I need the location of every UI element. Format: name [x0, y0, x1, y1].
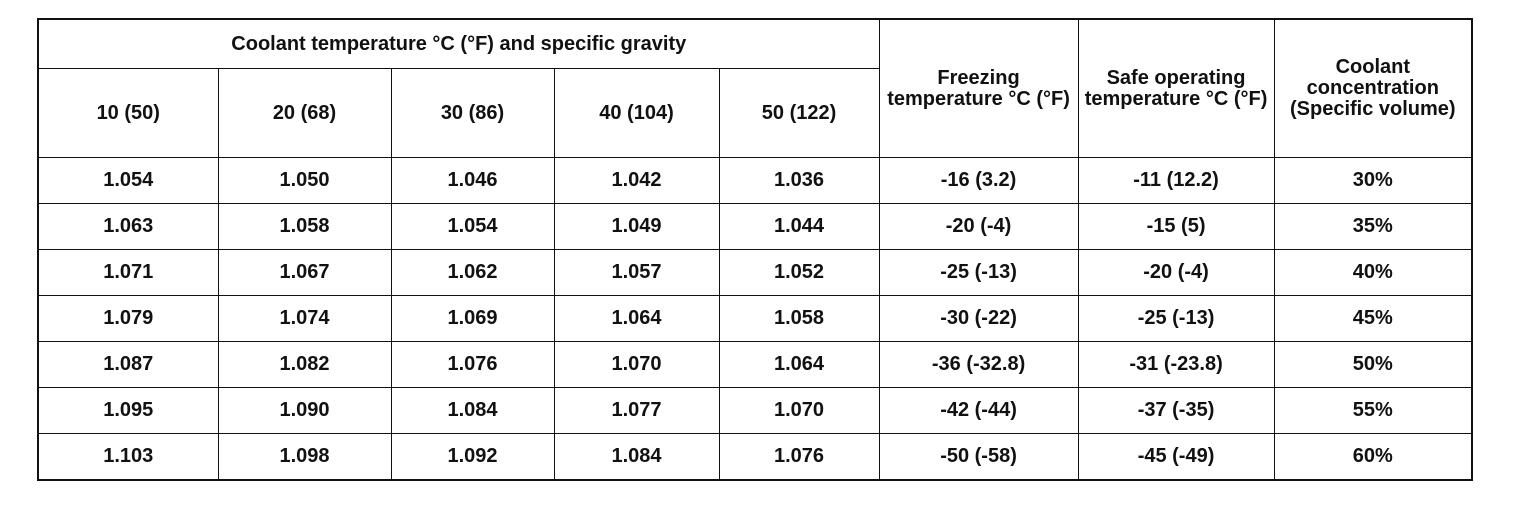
table-cell: 1.064: [718, 341, 880, 388]
table-cell: 1.052: [718, 249, 880, 296]
table-cell: 35%: [1273, 203, 1473, 250]
table-cell: -45 (-49): [1077, 433, 1275, 481]
table-cell: 1.070: [718, 387, 880, 434]
table-cell: 1.058: [718, 295, 880, 342]
table-cell: 1.049: [553, 203, 720, 250]
table-cell: 1.074: [217, 295, 392, 342]
coolant-table: Coolant temperature °C (°F) and specific…: [37, 18, 1474, 481]
column-header: 50 (122): [718, 68, 880, 158]
table-cell: -20 (-4): [878, 203, 1079, 250]
table-cell: 1.042: [553, 157, 720, 204]
table-cell: 50%: [1273, 341, 1473, 388]
table-cell: 1.036: [718, 157, 880, 204]
table-cell: 40%: [1273, 249, 1473, 296]
table-cell: 60%: [1273, 433, 1473, 481]
table-row: 1.095 1.090 1.084 1.077 1.070 -42 (-44) -37 (-…: [37, 387, 1473, 434]
table-cell: -25 (-13): [878, 249, 1079, 296]
table-cell: -30 (-22): [878, 295, 1079, 342]
table-cell: 1.054: [37, 157, 219, 204]
table-cell: -42 (-44): [878, 387, 1079, 434]
table-cell: 1.071: [37, 249, 219, 296]
table-cell: 1.044: [718, 203, 880, 250]
table-cell: 1.103: [37, 433, 219, 481]
table-cell: -31 (-23.8): [1077, 341, 1275, 388]
column-header: 10 (50): [37, 68, 219, 158]
table-cell: 1.084: [390, 387, 555, 434]
table-cell: -15 (5): [1077, 203, 1275, 250]
table-cell: 1.064: [553, 295, 720, 342]
table-cell: 1.050: [217, 157, 392, 204]
table-cell: 1.046: [390, 157, 555, 204]
side-header: Safe operating temperature °C (°F): [1077, 18, 1275, 158]
table-cell: 1.087: [37, 341, 219, 388]
table-cell: 1.084: [553, 433, 720, 481]
table-cell: 1.076: [390, 341, 555, 388]
table-cell: 55%: [1273, 387, 1473, 434]
table-cell: 45%: [1273, 295, 1473, 342]
table-row: 1.103 1.098 1.092 1.084 1.076 -50 (-58) -45 (-…: [37, 433, 1473, 481]
table-cell: 1.077: [553, 387, 720, 434]
table-row: 1.079 1.074 1.069 1.064 1.058 -30 (-22) -25 (-…: [37, 295, 1473, 342]
table-cell: 1.090: [217, 387, 392, 434]
table-cell: 1.095: [37, 387, 219, 434]
table-cell: -25 (-13): [1077, 295, 1275, 342]
side-header: Freezing temperature °C (°F): [878, 18, 1079, 158]
table-cell: 1.098: [217, 433, 392, 481]
table-cell: 30%: [1273, 157, 1473, 204]
table-row: 1.071 1.067 1.062 1.057 1.052 -25 (-13) -20 (-…: [37, 249, 1473, 296]
table-cell: -11 (12.2): [1077, 157, 1275, 204]
table-row: 1.054 1.050 1.046 1.042 1.036 -16 (3.2) -11 (1…: [37, 157, 1473, 204]
table-cell: 1.054: [390, 203, 555, 250]
table-cell: 1.062: [390, 249, 555, 296]
table-row: 1.063 1.058 1.054 1.049 1.044 -20 (-4) -15 (5)…: [37, 203, 1473, 250]
side-header: Coolant concentration (Specific volume): [1273, 18, 1473, 158]
table-cell: -37 (-35): [1077, 387, 1275, 434]
column-header: 40 (104): [553, 68, 720, 158]
column-header: 30 (86): [390, 68, 555, 158]
column-header: 20 (68): [217, 68, 392, 158]
table-cell: 1.079: [37, 295, 219, 342]
table-cell: 1.067: [217, 249, 392, 296]
table-cell: 1.092: [390, 433, 555, 481]
table-cell: 1.058: [217, 203, 392, 250]
group-header: Coolant temperature °C (°F) and specific…: [37, 18, 880, 69]
table-cell: -36 (-32.8): [878, 341, 1079, 388]
table-cell: 1.076: [718, 433, 880, 481]
table-cell: 1.069: [390, 295, 555, 342]
table-cell: -50 (-58): [878, 433, 1079, 481]
table-row: 1.087 1.082 1.076 1.070 1.064 -36 (-32.8) -31 …: [37, 341, 1473, 388]
table-cell: 1.057: [553, 249, 720, 296]
table-cell: 1.063: [37, 203, 219, 250]
table-cell: -16 (3.2): [878, 157, 1079, 204]
table-cell: 1.070: [553, 341, 720, 388]
table-cell: 1.082: [217, 341, 392, 388]
table-cell: -20 (-4): [1077, 249, 1275, 296]
